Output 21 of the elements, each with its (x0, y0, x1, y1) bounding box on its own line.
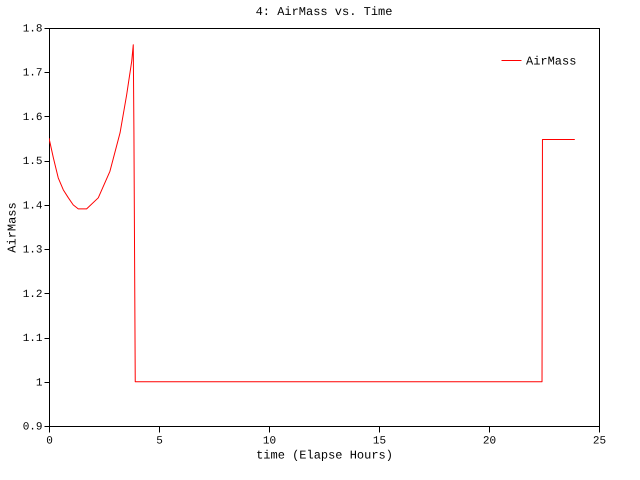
x-tick-label: 0 (46, 436, 53, 448)
y-tick-label: 1.4 (22, 200, 43, 212)
x-axis-title: time (Elapse Hours) (256, 448, 393, 462)
line-series (49, 44, 576, 382)
x-tick-label: 10 (262, 436, 276, 448)
y-tick-label: 1.8 (22, 24, 42, 36)
y-tick-label: 0.9 (22, 422, 42, 434)
x-tick-label: 5 (156, 436, 163, 448)
legend-label: AirMass (526, 54, 576, 68)
y-tick-label: 1.7 (22, 68, 42, 80)
y-tick-label: 1.2 (22, 288, 42, 301)
y-tick-label: 1.1 (22, 333, 43, 346)
x-tick-label: 20 (482, 436, 496, 448)
y-tick-label: 1.6 (22, 112, 42, 124)
x-tick-label: 25 (592, 436, 606, 448)
x-tick-label: 15 (372, 436, 386, 448)
y-tick-label: 1.5 (22, 156, 42, 168)
y-tick-label: 1.3 (22, 244, 42, 257)
y-tick-label: 1 (36, 377, 43, 390)
y-axis-title: AirMass (6, 202, 20, 253)
chart-title: 4: AirMass vs. Time (256, 5, 392, 19)
